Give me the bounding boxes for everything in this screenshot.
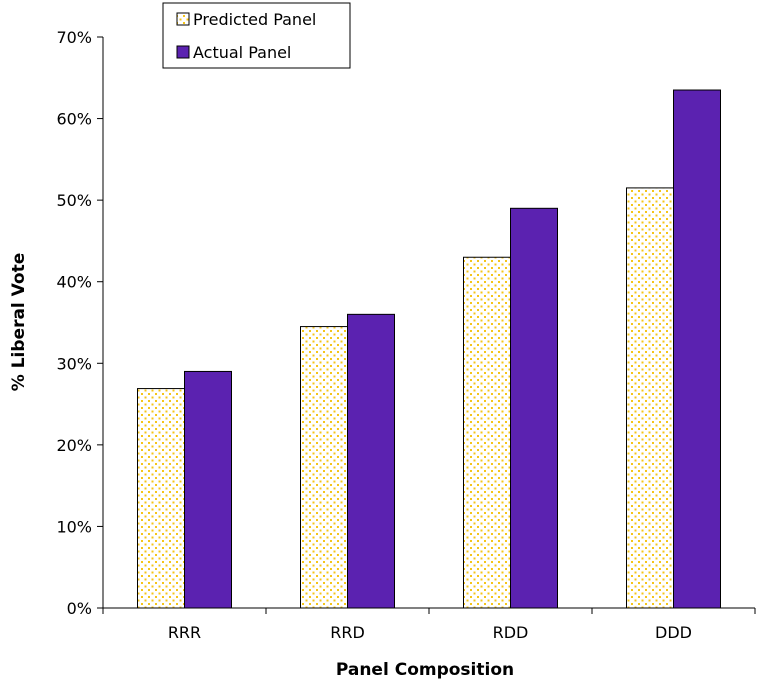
bar-actual-panel-ddd [673, 89, 721, 609]
bars [137, 89, 721, 609]
y-tick-label: 70% [56, 28, 92, 47]
legend-box [162, 2, 351, 69]
x-axis-title: Panel Composition [336, 660, 514, 680]
x-tick-label: RRR [168, 623, 201, 642]
bar-actual-panel-rdd [510, 207, 558, 609]
bar-predicted-panel-rrd [300, 326, 348, 609]
legend-label-actual-panel: Actual Panel [193, 43, 291, 62]
y-tick-label: 20% [56, 436, 92, 455]
bar-predicted-panel-rrr [137, 388, 185, 609]
legend: Predicted Panel Actual Panel [162, 2, 351, 69]
bar-predicted-panel-rdd [463, 256, 511, 609]
legend-swatch-actual-panel [176, 45, 190, 59]
x-tick-label: RDD [493, 623, 529, 642]
bar-predicted-panel-ddd [626, 187, 674, 609]
y-axis-title: % Liberal Vote [9, 253, 29, 391]
y-tick-label: 0% [67, 599, 92, 618]
y-tick-label: 50% [56, 191, 92, 210]
y-tick-label: 30% [56, 354, 92, 373]
y-axis: 0% 10% 20% 30% 40% 50% 60% 70% [56, 28, 104, 618]
y-tick-label: 10% [56, 517, 92, 536]
y-tick-label: 60% [56, 110, 92, 129]
bar-actual-panel-rrr [184, 370, 232, 609]
y-tick-label: 40% [56, 273, 92, 292]
bar-actual-panel-rrd [347, 313, 395, 609]
x-axis: RRR RRD RDD DDD [102, 607, 756, 642]
legend-swatch-predicted-panel [176, 12, 190, 26]
x-tick-label: DDD [655, 623, 692, 642]
legend-label-predicted-panel: Predicted Panel [193, 10, 316, 29]
x-tick-label: RRD [330, 623, 365, 642]
